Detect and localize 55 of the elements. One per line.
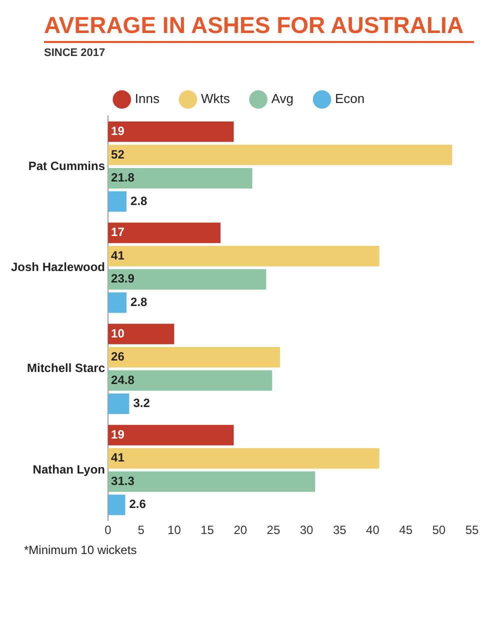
bar (108, 191, 127, 212)
x-tick-label: 5 (138, 523, 145, 538)
x-tick-label: 15 (200, 523, 214, 538)
x-tick-label: 10 (168, 523, 182, 538)
x-tick-label: 30 (300, 523, 314, 538)
data-label: 31.3 (111, 474, 135, 488)
bar (108, 121, 234, 142)
x-tick-label: 35 (332, 523, 347, 538)
x-tick-label: 0 (104, 523, 112, 538)
bar (108, 246, 380, 266)
bar (108, 448, 380, 469)
bar (108, 292, 127, 313)
x-tick-label: 40 (366, 523, 380, 538)
bar (108, 222, 221, 244)
data-label: 17 (111, 225, 125, 240)
legend-label: Inns (134, 91, 160, 106)
bar (108, 394, 130, 414)
x-tick-label: 50 (432, 523, 446, 538)
x-tick-label: 20 (234, 523, 248, 538)
y-tick-label: Pat Cummins (28, 158, 106, 173)
chart-subtitle: SINCE 2017 (44, 47, 106, 59)
bar (108, 324, 174, 344)
data-label: 2.8 (130, 194, 148, 208)
y-tick-label: Josh Hazlewood (11, 260, 106, 274)
data-label: 52 (111, 147, 125, 162)
data-label: 21.8 (111, 170, 135, 185)
data-label: 2.6 (129, 497, 146, 512)
bar (108, 424, 234, 446)
data-label: 10 (111, 326, 125, 340)
bar (108, 269, 266, 290)
x-tick-label: 25 (266, 523, 280, 538)
x-tick-label: 55 (465, 523, 479, 538)
data-label: 19 (111, 427, 125, 442)
data-label: 41 (111, 450, 125, 465)
data-label: 26 (111, 350, 125, 364)
data-label: 41 (111, 248, 125, 262)
legend-label: Econ (334, 91, 365, 106)
legend-label: Wkts (200, 91, 230, 106)
y-tick-label: Nathan Lyon (32, 462, 106, 476)
data-label: 19 (111, 124, 125, 138)
x-tick-label: 45 (399, 523, 413, 538)
data-label: 3.2 (133, 396, 150, 410)
chart-title: AVERAGE IN ASHES FOR AUSTRALIA (44, 12, 474, 43)
bar (108, 168, 252, 188)
data-label: 2.8 (130, 294, 148, 309)
bar (108, 494, 126, 516)
bar (108, 347, 280, 368)
legend-label: Avg (271, 91, 294, 106)
data-label: 24.8 (111, 372, 135, 387)
text: *Minimum 10 wickets (23, 543, 138, 557)
data-label: 23.9 (111, 272, 135, 286)
bar (108, 144, 452, 166)
bar (108, 370, 272, 391)
y-tick-label: Mitchell Starc (26, 361, 106, 376)
bar (108, 471, 316, 492)
